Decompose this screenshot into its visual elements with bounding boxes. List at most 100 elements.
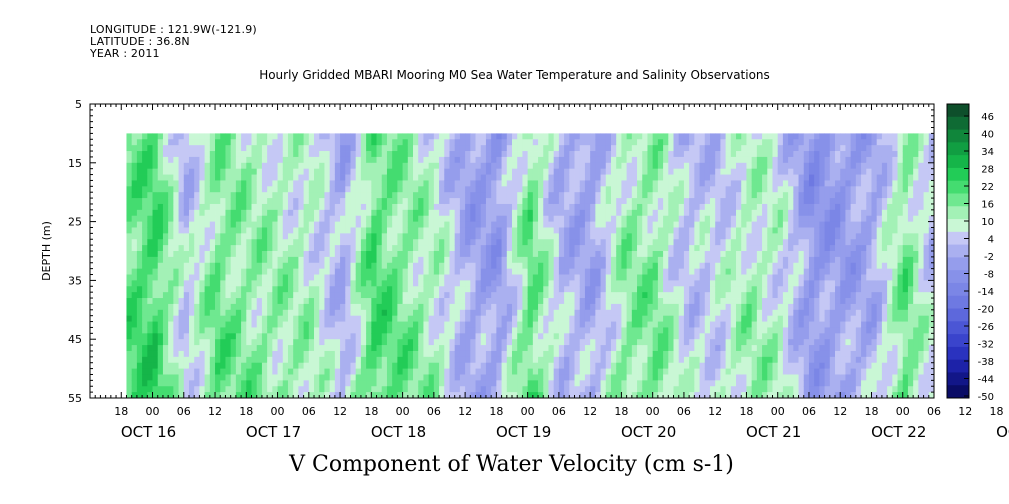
heatmap-cell bbox=[694, 174, 700, 181]
heatmap-cell bbox=[225, 186, 232, 193]
heatmap-cell bbox=[397, 262, 403, 270]
heatmap-cell bbox=[642, 198, 648, 205]
heatmap-cell bbox=[626, 280, 633, 287]
heatmap-cell bbox=[251, 256, 258, 264]
heatmap-cell bbox=[360, 274, 367, 281]
heatmap-cell bbox=[626, 245, 633, 252]
heatmap-cell bbox=[246, 151, 252, 158]
heatmap-cell bbox=[360, 145, 367, 152]
heatmap-cell bbox=[147, 280, 153, 287]
heatmap-cell bbox=[496, 256, 502, 264]
heatmap-cell bbox=[376, 262, 383, 270]
heatmap-cell bbox=[418, 209, 424, 217]
heatmap-cell bbox=[230, 227, 237, 234]
heatmap-cell bbox=[407, 145, 414, 152]
heatmap-cell bbox=[188, 221, 195, 228]
heatmap-cell bbox=[293, 345, 299, 352]
heatmap-cell bbox=[637, 333, 643, 340]
heatmap-cell bbox=[199, 350, 206, 358]
heatmap-cell bbox=[584, 227, 591, 234]
heatmap-cell bbox=[386, 368, 393, 375]
heatmap-cell bbox=[699, 333, 706, 340]
heatmap-cell bbox=[261, 180, 268, 187]
heatmap-cell bbox=[397, 245, 403, 252]
heatmap-cell bbox=[131, 227, 138, 234]
heatmap-cell bbox=[418, 286, 424, 293]
heatmap-cell bbox=[142, 227, 148, 234]
heatmap-cell bbox=[267, 345, 273, 352]
heatmap-cell bbox=[652, 139, 659, 146]
heatmap-cell bbox=[423, 174, 430, 181]
heatmap-cell bbox=[433, 151, 440, 158]
heatmap-cell bbox=[564, 362, 570, 369]
heatmap-cell bbox=[220, 251, 226, 258]
heatmap-cell bbox=[694, 380, 700, 387]
heatmap-cell bbox=[475, 151, 482, 158]
heatmap-cell bbox=[188, 298, 195, 305]
heatmap-cell bbox=[168, 345, 174, 352]
heatmap-cell bbox=[558, 192, 565, 199]
heatmap-cell bbox=[303, 298, 310, 305]
heatmap-cell bbox=[418, 192, 424, 199]
heatmap-cell bbox=[204, 380, 211, 387]
heatmap-cell bbox=[235, 386, 242, 393]
heatmap-cell bbox=[584, 386, 591, 393]
heatmap-cell bbox=[131, 203, 138, 211]
heatmap-cell bbox=[506, 162, 513, 170]
heatmap-cell bbox=[298, 245, 305, 252]
heatmap-cell bbox=[699, 227, 706, 234]
heatmap-cell bbox=[433, 227, 440, 234]
heatmap-cell bbox=[454, 256, 461, 264]
heatmap-cell bbox=[314, 268, 320, 275]
heatmap-cell bbox=[178, 298, 185, 305]
heatmap-cell bbox=[631, 133, 638, 140]
heatmap-cell bbox=[621, 139, 628, 146]
heatmap-cell bbox=[136, 198, 143, 205]
heatmap-cell bbox=[308, 303, 315, 311]
heatmap-cell bbox=[683, 298, 690, 305]
heatmap-cell bbox=[657, 251, 664, 258]
heatmap-cell bbox=[522, 362, 529, 369]
heatmap-cell bbox=[319, 227, 325, 234]
heatmap-cell bbox=[142, 309, 148, 317]
heatmap-cell bbox=[444, 345, 450, 352]
heatmap-cell bbox=[360, 339, 367, 346]
heatmap-cell bbox=[267, 156, 273, 164]
heatmap-cell bbox=[251, 268, 258, 275]
heatmap-cell bbox=[600, 139, 607, 146]
heatmap-cell bbox=[220, 392, 226, 399]
heatmap-cell bbox=[355, 133, 362, 140]
heatmap-cell bbox=[287, 209, 294, 217]
heatmap-cell bbox=[162, 345, 169, 352]
heatmap-cell bbox=[350, 139, 357, 146]
heatmap-cell bbox=[522, 239, 529, 246]
heatmap-cell bbox=[131, 251, 138, 258]
heatmap-cell bbox=[470, 303, 476, 311]
heatmap-cell bbox=[314, 368, 320, 375]
heatmap-cell bbox=[402, 168, 409, 175]
heatmap-cell bbox=[173, 292, 179, 299]
heatmap-cell bbox=[574, 380, 581, 387]
heatmap-cell bbox=[267, 333, 273, 340]
heatmap-cell bbox=[480, 180, 487, 187]
heatmap-cell bbox=[657, 303, 664, 311]
heatmap-cell bbox=[173, 174, 179, 181]
heatmap-cell bbox=[564, 262, 570, 270]
heatmap-cell bbox=[574, 151, 581, 158]
heatmap-cell bbox=[689, 215, 695, 222]
heatmap-cell bbox=[663, 274, 669, 281]
heatmap-cell bbox=[491, 386, 497, 393]
heatmap-cell bbox=[610, 256, 617, 264]
heatmap-cell bbox=[308, 251, 315, 258]
heatmap-cell bbox=[246, 156, 252, 164]
heatmap-cell bbox=[188, 198, 195, 205]
heatmap-cell bbox=[267, 368, 273, 375]
heatmap-cell bbox=[673, 156, 680, 164]
heatmap-cell bbox=[454, 245, 461, 252]
heatmap-cell bbox=[512, 286, 518, 293]
heatmap-cell bbox=[553, 303, 560, 311]
heatmap-cell bbox=[584, 186, 591, 193]
heatmap-cell bbox=[277, 339, 284, 346]
heatmap-cell bbox=[564, 239, 570, 246]
heatmap-cell bbox=[376, 133, 383, 140]
